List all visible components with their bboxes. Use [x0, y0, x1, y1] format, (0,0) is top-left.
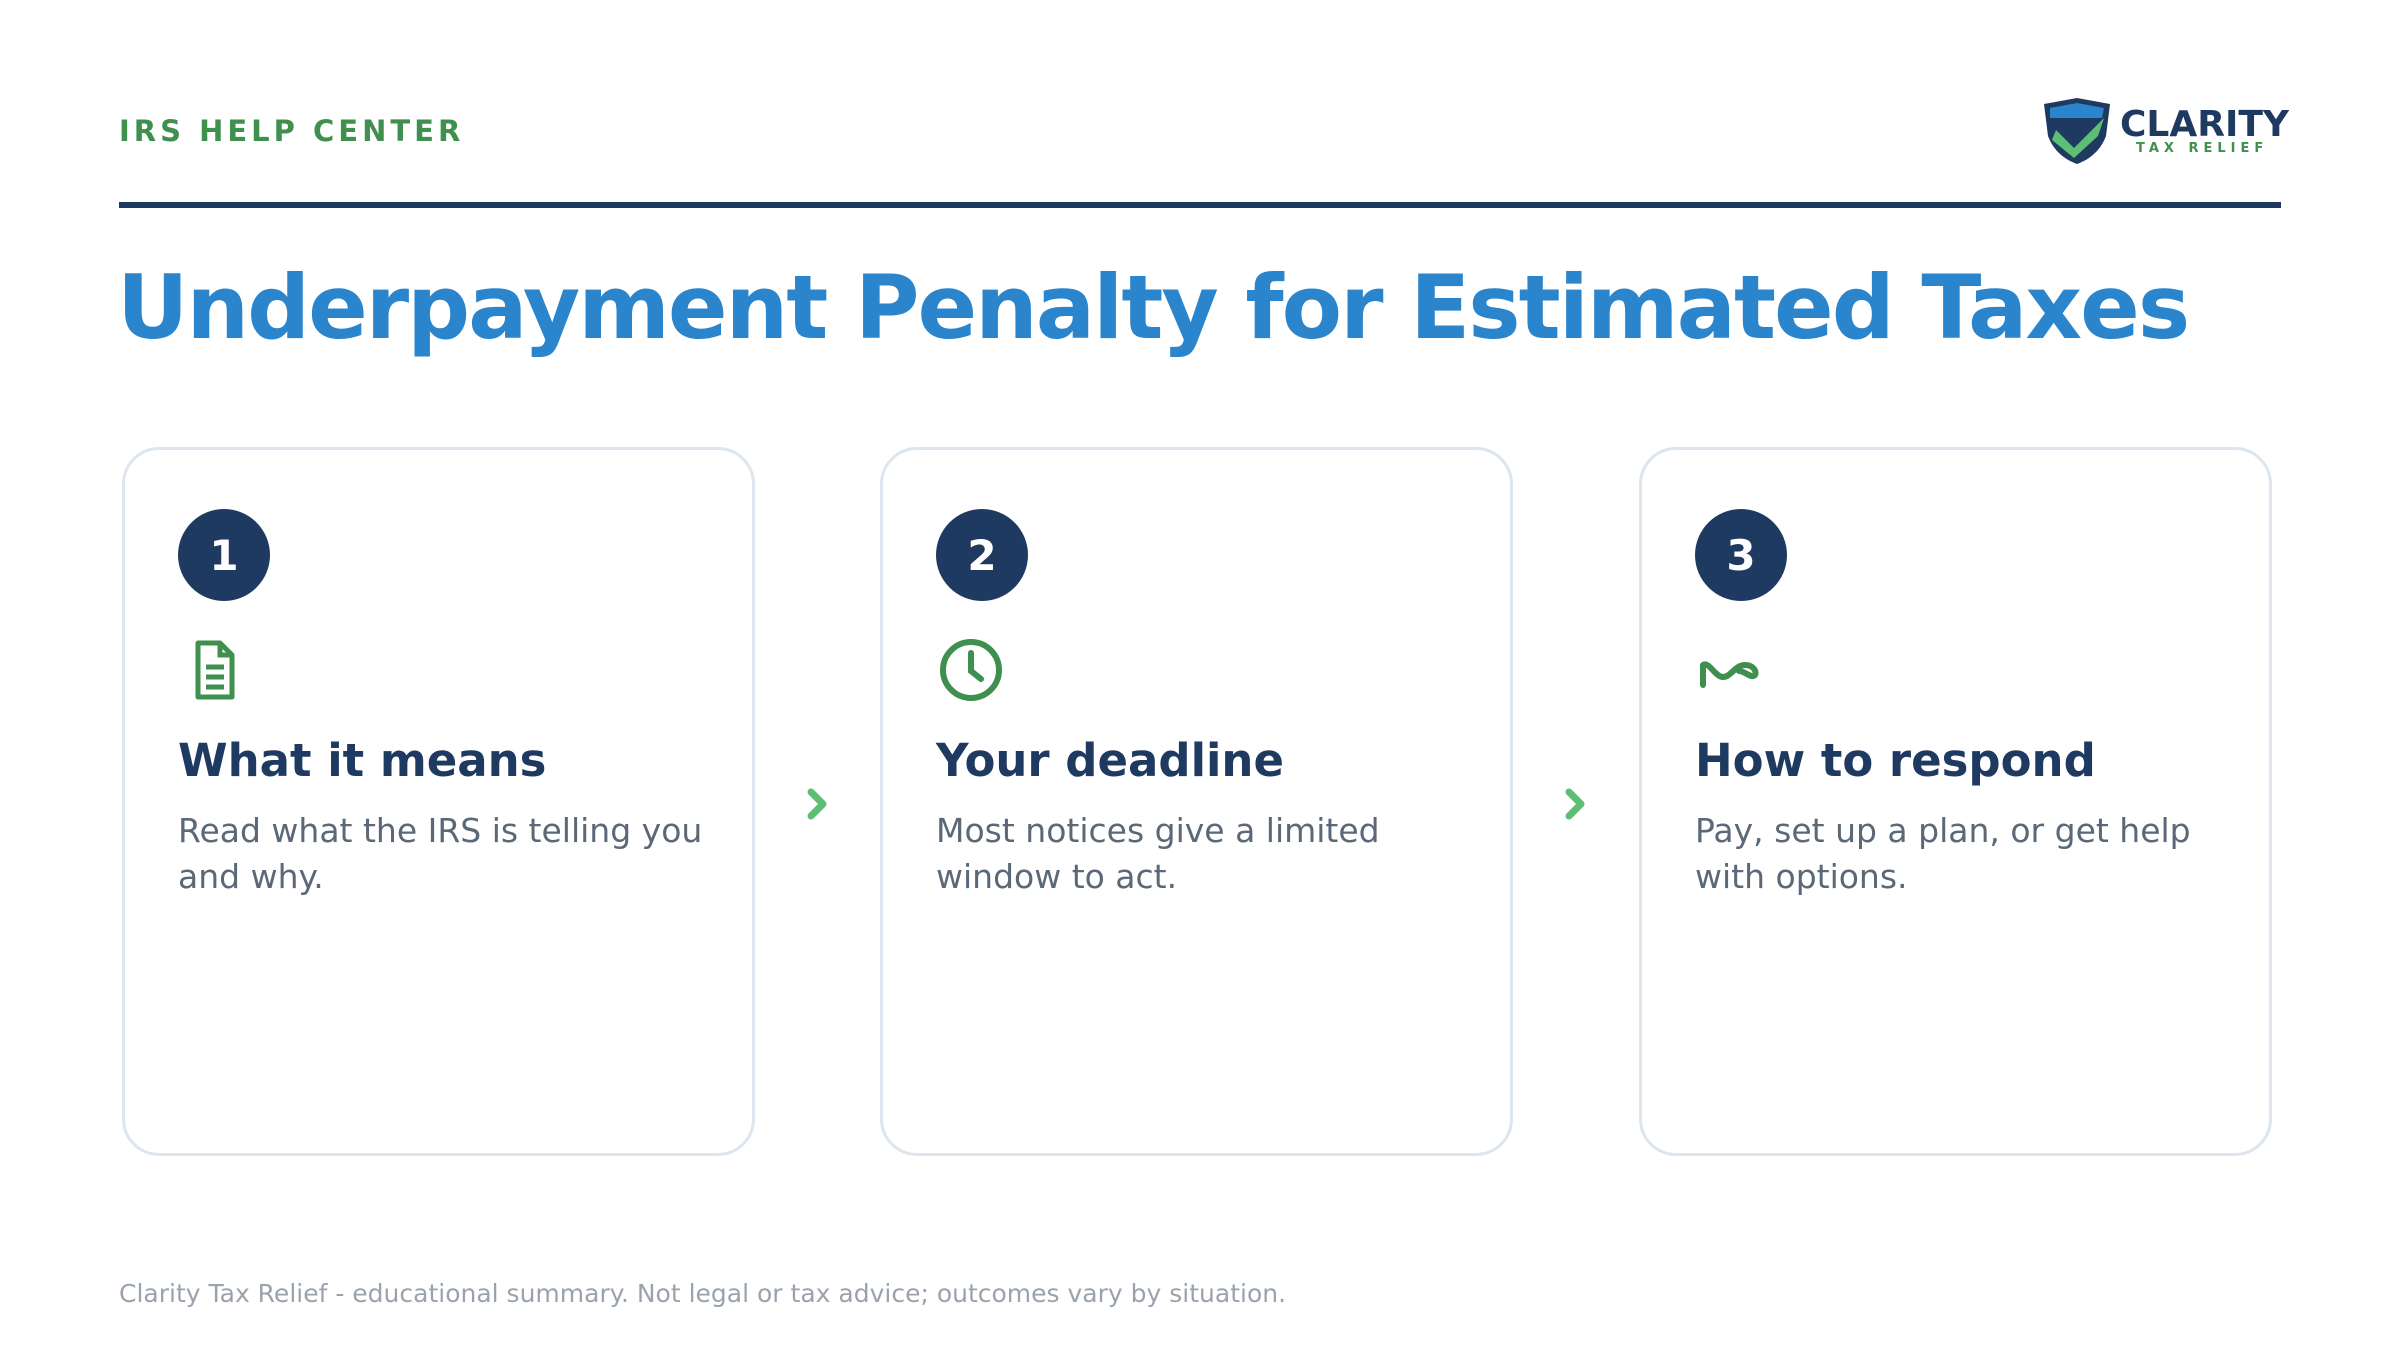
step-heading: Your deadline — [936, 734, 1284, 787]
step-card: 1 What it means Read what the IRS is telli… — [122, 447, 755, 1156]
icon — [195, 640, 235, 700]
step-icon — [178, 635, 248, 705]
chevron-icon — [807, 788, 826, 820]
chevron-icon — [1565, 788, 1585, 820]
step-number: 2 — [936, 509, 1028, 601]
section-label: IRS HELP CENTER — [119, 114, 465, 148]
step-icon — [1695, 635, 1765, 705]
step-card: 2 Your deadline Most notices give a limite… — [880, 447, 1513, 1156]
footer: Clarity Tax Relief - educational summary… — [119, 1279, 1287, 1308]
step-card: 3 How to respond Pay, set up a plan, or ge… — [1639, 447, 2272, 1156]
page-title: Underpayment Penalty for Estimated Taxes — [117, 256, 2190, 359]
step-body: Read what the IRS is telling you and why… — [178, 811, 703, 896]
icon — [1700, 661, 1759, 688]
logo-shield — [2044, 98, 2110, 164]
step-heading: What it means — [178, 734, 547, 787]
step-heading: How to respond — [1695, 734, 2096, 787]
chevron — [803, 784, 833, 824]
step-icon — [936, 635, 1006, 705]
chevron — [1561, 784, 1591, 824]
icon — [940, 639, 1002, 701]
logo-tagline: TAX RELIEF — [2136, 141, 2269, 156]
logo-name: CLARITY — [2120, 104, 2289, 145]
step-body: Pay, set up a plan, or get help with opt… — [1695, 811, 2191, 896]
step-body: Most notices give a limited window to ac… — [936, 811, 1380, 896]
divider — [119, 202, 2281, 208]
step-number: 1 — [178, 509, 270, 601]
step-number: 3 — [1695, 509, 1787, 601]
